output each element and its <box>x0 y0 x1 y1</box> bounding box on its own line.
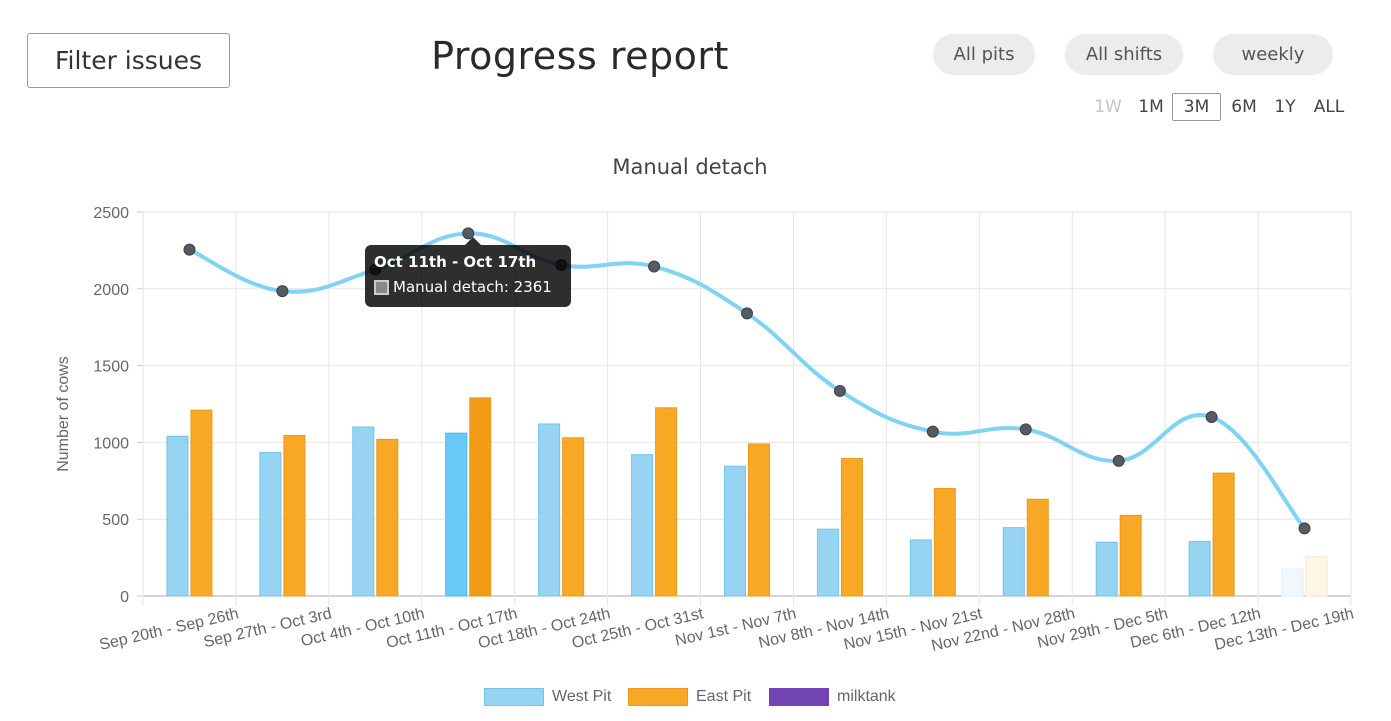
point-milktank <box>1019 423 1032 436</box>
y-tick-label: 2000 <box>93 282 129 299</box>
bar-east-pit <box>1119 514 1142 597</box>
bar-west-pit <box>538 423 561 597</box>
bar-west-pit <box>166 435 189 597</box>
legend-item-east-pit[interactable]: East Pit <box>628 688 751 706</box>
bar-west-pit <box>352 426 375 597</box>
pits-filter-button[interactable]: All pits <box>933 34 1035 75</box>
bar-east-pit <box>933 487 956 597</box>
chart-title: Manual detach <box>612 155 768 179</box>
bar-east-pit <box>469 397 492 597</box>
range-1y-button[interactable]: 1Y <box>1274 97 1296 117</box>
point-milktank <box>183 243 196 256</box>
legend-item-west-pit[interactable]: West Pit <box>484 688 611 706</box>
tooltip-value: Manual detach: 2361 <box>393 278 552 296</box>
legend-swatch-west-pit <box>484 688 544 706</box>
point-milktank <box>926 425 939 438</box>
filter-issues-button[interactable]: Filter issues <box>27 33 230 88</box>
y-tick-label: 1000 <box>93 435 129 452</box>
range-all-button[interactable]: ALL <box>1313 97 1345 117</box>
bar-east-pit <box>283 434 306 597</box>
bar-west-pit <box>1281 568 1304 597</box>
point-milktank <box>648 260 661 273</box>
bar-west-pit <box>1002 527 1025 597</box>
range-1m-button[interactable]: 1M <box>1138 97 1164 117</box>
bar-east-pit <box>748 443 770 597</box>
bar-west-pit <box>631 454 654 597</box>
range-6m-button[interactable]: 6M <box>1231 97 1257 117</box>
bar-east-pit <box>190 409 213 597</box>
period-filter-button[interactable]: weekly <box>1213 34 1333 75</box>
chart-tooltip: Oct 11th - Oct 17th Manual detach: 2361 <box>365 237 571 307</box>
y-tick-label: 0 <box>120 589 129 606</box>
bar-east-pit <box>840 458 863 597</box>
y-tick-label: 500 <box>102 512 129 529</box>
bar-east-pit <box>562 437 585 597</box>
bar-east-pit <box>655 407 678 597</box>
bar-west-pit <box>259 451 282 597</box>
shifts-filter-button[interactable]: All shifts <box>1065 34 1183 75</box>
bar-west-pit <box>724 465 746 597</box>
point-milktank <box>833 384 846 397</box>
bar-west-pit <box>909 539 932 597</box>
bar-west-pit <box>1188 540 1211 597</box>
tooltip-title: Oct 11th - Oct 17th <box>374 253 537 271</box>
page-title: Progress report <box>431 34 729 78</box>
bar-east-pit <box>1305 556 1328 597</box>
legend-swatch-east-pit <box>628 688 688 706</box>
bar-west-pit <box>816 528 839 597</box>
point-milktank <box>1298 522 1311 535</box>
legend-label-milktank: milktank <box>837 688 896 705</box>
range-1w-button[interactable]: 1W <box>1094 97 1122 117</box>
legend-label-east-pit: East Pit <box>696 688 752 705</box>
y-axis-title: Number of cows <box>55 356 72 472</box>
bar-west-pit <box>1095 541 1118 597</box>
point-milktank <box>1205 411 1218 424</box>
y-tick-label: 1500 <box>93 359 129 376</box>
legend-item-milktank[interactable]: milktank <box>769 688 896 706</box>
y-tick-label: 2500 <box>93 205 129 222</box>
bar-west-pit <box>445 432 468 597</box>
point-milktank <box>741 307 753 320</box>
bar-east-pit <box>376 438 399 597</box>
chart-legend: West Pit East Pit milktank <box>0 688 1391 710</box>
bar-east-pit <box>1212 472 1235 597</box>
range-3m-button[interactable]: 3M <box>1172 93 1221 121</box>
tooltip-swatch <box>374 279 389 295</box>
legend-label-west-pit: West Pit <box>552 688 612 705</box>
point-milktank <box>1112 454 1125 467</box>
bar-east-pit <box>1026 498 1049 597</box>
point-milktank <box>276 285 289 298</box>
legend-swatch-milktank <box>769 688 829 706</box>
